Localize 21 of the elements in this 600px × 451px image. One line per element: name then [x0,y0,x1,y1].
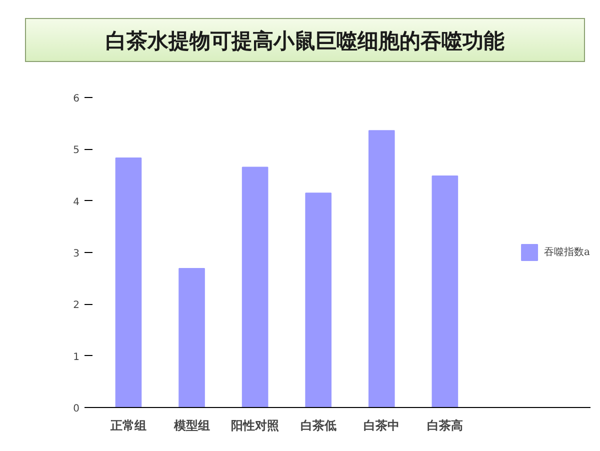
x-tick-label: 白茶中 [364,418,400,432]
bar [242,166,268,408]
y-tick-label: 2 [73,300,80,312]
chart-title: 白茶水提物可提高小鼠巨噬细胞的吞噬功能 [106,28,504,55]
bar [432,176,458,408]
x-tick-label: 白茶高 [426,418,463,432]
bar [305,192,332,408]
bar [368,130,395,408]
legend-label: 吞噬指数a [544,246,590,259]
bar [178,268,205,408]
y-tick-label: 4 [73,196,80,208]
x-tick-label: 正常组 [109,418,146,432]
y-tick-label: 3 [73,248,80,260]
x-tick-label: 模型组 [172,418,210,432]
bar [115,157,142,408]
y-tick-label: 5 [73,145,80,156]
y-tick-label: 0 [73,404,80,414]
y-tick-label: 6 [73,94,80,104]
x-tick-label: 阳性对照 [231,418,280,432]
y-tick-label: 1 [73,352,80,363]
x-tick-label: 白茶低 [300,418,336,432]
